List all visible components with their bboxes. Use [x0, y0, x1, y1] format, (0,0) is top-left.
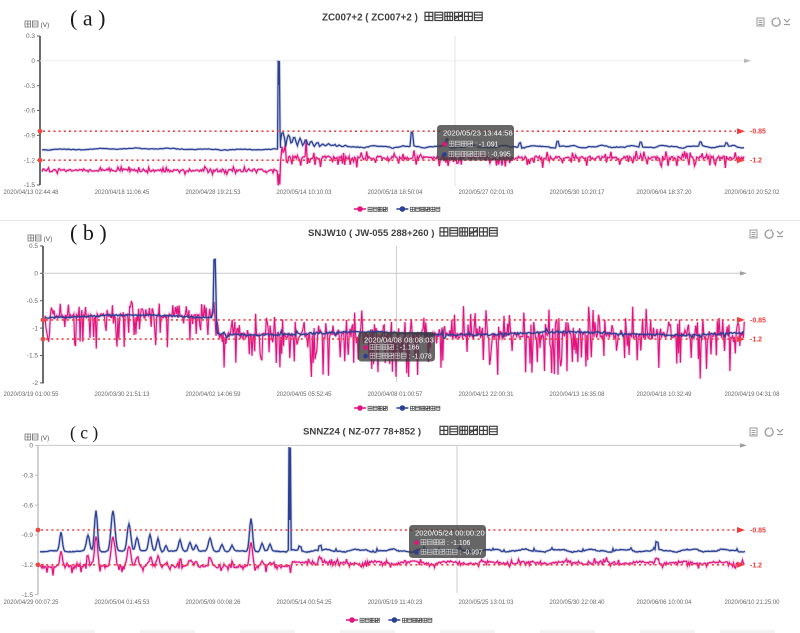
- svg-text:-1.5: -1.5: [22, 592, 34, 599]
- svg-text:-0.6: -0.6: [24, 108, 36, 115]
- svg-text:2020/05/18 18:50:04: 2020/05/18 18:50:04: [367, 190, 423, 196]
- svg-text:2020/04/19 04:31:08: 2020/04/19 04:31:08: [724, 392, 780, 398]
- svg-text:0.3: 0.3: [26, 33, 35, 40]
- svg-text:2020/04/05 05:52:45: 2020/04/05 05:52:45: [276, 392, 332, 398]
- svg-text:-1.2: -1.2: [22, 562, 34, 569]
- svg-text:: -1.078: : -1.078: [408, 353, 432, 360]
- svg-text:( a ): ( a ): [70, 6, 105, 31]
- svg-text:-1.2: -1.2: [750, 158, 762, 165]
- svg-text:-1.2: -1.2: [750, 562, 762, 569]
- svg-text:-1.2: -1.2: [24, 157, 36, 164]
- svg-text:( b ): ( b ): [70, 220, 107, 245]
- svg-text:ZC007+2 ( ZC007+2 ): ZC007+2 ( ZC007+2 ): [322, 13, 418, 24]
- svg-text:-0.85: -0.85: [750, 528, 766, 535]
- svg-text:-0.85: -0.85: [750, 317, 766, 324]
- svg-text:2020/06/10 20:52:02: 2020/06/10 20:52:02: [724, 190, 780, 196]
- svg-text:2020/05/25 13:01:03: 2020/05/25 13:01:03: [458, 600, 514, 606]
- svg-text:SNJW10 ( JW-055 288+260 ): SNJW10 ( JW-055 288+260 ): [308, 228, 434, 239]
- svg-text:-1.5: -1.5: [24, 182, 36, 189]
- svg-text:-0.85: -0.85: [750, 129, 766, 136]
- svg-text:-2: -2: [32, 380, 38, 387]
- svg-text:(V): (V): [41, 22, 50, 29]
- svg-text:2020/04/08 01:00:57: 2020/04/08 01:00:57: [367, 392, 423, 398]
- svg-text:2020/04/13 16:35:08: 2020/04/13 16:35:08: [549, 392, 605, 398]
- svg-text:0.5: 0.5: [29, 243, 38, 250]
- svg-text:2020/03/30 21:51:13: 2020/03/30 21:51:13: [94, 392, 150, 398]
- svg-text:0: 0: [29, 443, 33, 450]
- svg-text:2020/05/27 02:01:03: 2020/05/27 02:01:03: [458, 190, 514, 196]
- svg-text:2020/05/24 00:00:20: 2020/05/24 00:00:20: [415, 528, 485, 537]
- svg-text:SNNZ24 ( NZ-077 78+852 ): SNNZ24 ( NZ-077 78+852 ): [303, 427, 421, 438]
- svg-text:2020/05/23 13:44:58: 2020/05/23 13:44:58: [443, 128, 513, 137]
- svg-text:2020/05/30 22:08:40: 2020/05/30 22:08:40: [549, 600, 605, 606]
- svg-text:2020/05/14 10:10:03: 2020/05/14 10:10:03: [276, 190, 332, 196]
- svg-text:-1: -1: [32, 325, 38, 332]
- svg-text:2020/04/29 00:07:25: 2020/04/29 00:07:25: [3, 600, 59, 606]
- svg-text:2020/05/04 01:45:53: 2020/05/04 01:45:53: [94, 600, 150, 606]
- svg-text:: -0.995: : -0.995: [487, 152, 511, 159]
- svg-text:-0.9: -0.9: [24, 133, 36, 140]
- svg-text:2020/06/04 18:37:20: 2020/06/04 18:37:20: [636, 190, 692, 196]
- svg-text:2020/05/09 00:08:26: 2020/05/09 00:08:26: [185, 600, 241, 606]
- svg-text:-0.5: -0.5: [27, 298, 39, 305]
- svg-text:2020/04/28 19:21:53: 2020/04/28 19:21:53: [185, 190, 241, 196]
- svg-text:-0.3: -0.3: [24, 83, 36, 90]
- svg-text:2020/04/02 14:06:59: 2020/04/02 14:06:59: [185, 392, 241, 398]
- svg-text:-1.5: -1.5: [27, 353, 39, 360]
- svg-text:: -0.997: : -0.997: [459, 549, 483, 556]
- svg-text:2020/03/19 01:00:55: 2020/03/19 01:00:55: [3, 392, 59, 398]
- svg-text:2020/05/14 00:54:25: 2020/05/14 00:54:25: [276, 600, 332, 606]
- svg-text:0: 0: [31, 58, 35, 65]
- svg-text:( c ): ( c ): [70, 423, 98, 443]
- svg-text:(V): (V): [41, 435, 50, 442]
- svg-text:: -1.106: : -1.106: [447, 540, 471, 547]
- svg-text:2020/05/30 10:20:17: 2020/05/30 10:20:17: [549, 190, 605, 196]
- svg-text:2020/05/19 11:40:23: 2020/05/19 11:40:23: [368, 600, 423, 606]
- svg-text:-0.6: -0.6: [22, 502, 34, 509]
- svg-text:2020/04/18 10:32:49: 2020/04/18 10:32:49: [636, 392, 692, 398]
- svg-text:: -1.091: : -1.091: [475, 141, 499, 148]
- svg-text:2020/04/12 22:00:31: 2020/04/12 22:00:31: [458, 392, 514, 398]
- svg-text:(V): (V): [44, 236, 53, 243]
- svg-text:2020/04/18 11:06:45: 2020/04/18 11:06:45: [95, 190, 150, 196]
- svg-text:2020/04/08 08:08:03: 2020/04/08 08:08:03: [364, 335, 434, 344]
- svg-text:: -1.166: : -1.166: [396, 345, 420, 352]
- svg-text:-1.2: -1.2: [750, 337, 762, 344]
- svg-text:2020/04/13 02:44:48: 2020/04/13 02:44:48: [3, 190, 59, 196]
- svg-text:-0.3: -0.3: [22, 472, 34, 479]
- svg-text:2020/06/10 21:25:00: 2020/06/10 21:25:00: [724, 600, 780, 606]
- svg-text:-0.9: -0.9: [22, 532, 34, 539]
- svg-text:2020/06/06 10:00:04: 2020/06/06 10:00:04: [636, 600, 692, 606]
- svg-text:0: 0: [34, 271, 38, 278]
